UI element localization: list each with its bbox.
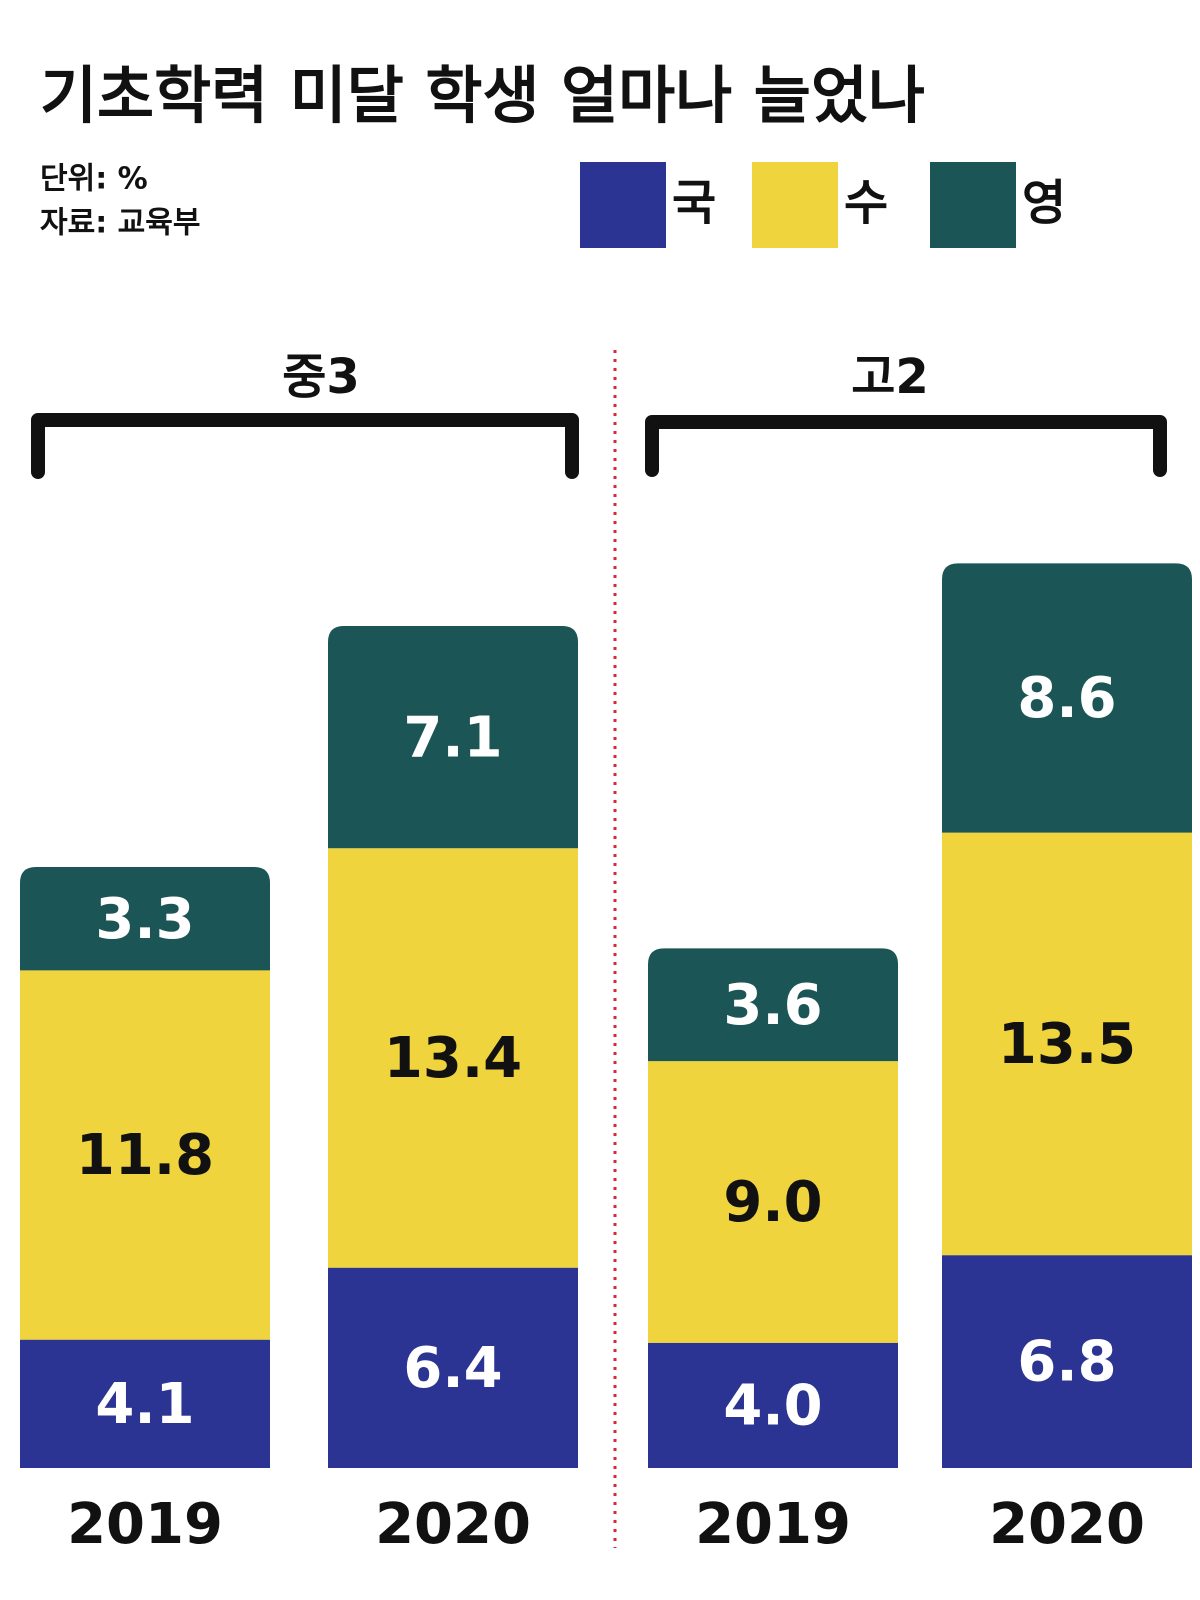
bar-segment [20, 867, 270, 971]
legend-label: 국 [672, 175, 716, 231]
value-label: 13.5 [998, 1012, 1136, 1077]
legend-label: 수 [844, 175, 888, 231]
x-tick-label: 2019 [67, 1492, 223, 1557]
group-label: 중3 [282, 349, 360, 405]
bar-segment [328, 1267, 578, 1468]
value-label: 6.8 [1017, 1330, 1116, 1395]
bar-segment [648, 1342, 898, 1468]
bar-segment [648, 948, 898, 1062]
value-label: 13.4 [384, 1026, 522, 1091]
value-label: 4.0 [723, 1374, 822, 1439]
value-label: 11.8 [76, 1123, 214, 1188]
bar-segment [942, 832, 1192, 1256]
value-label: 4.1 [95, 1372, 194, 1437]
value-label: 9.0 [723, 1170, 822, 1235]
legend-swatch [580, 162, 666, 248]
bar-segment [328, 848, 578, 1268]
group-label: 고2 [851, 349, 929, 405]
bar-segment [20, 1339, 270, 1468]
bar-segment [648, 1061, 898, 1343]
source-note: 자료: 교육부 [40, 206, 200, 241]
bar-segment [942, 1255, 1192, 1468]
unit-note: 단위: % [40, 162, 148, 197]
x-tick-label: 2020 [375, 1492, 531, 1557]
value-label: 7.1 [403, 705, 502, 770]
bar-segment [942, 563, 1192, 833]
legend-label: 영 [1022, 175, 1066, 231]
bar-segment [20, 970, 270, 1340]
bar-segment [328, 626, 578, 849]
group-bracket [31, 413, 579, 479]
legend-swatch [930, 162, 1016, 248]
x-tick-label: 2020 [989, 1492, 1145, 1557]
value-label: 6.4 [403, 1336, 502, 1401]
group-bracket [645, 415, 1167, 477]
value-label: 3.3 [95, 887, 194, 952]
value-label: 3.6 [723, 973, 822, 1038]
value-label: 8.6 [1017, 666, 1116, 731]
x-tick-label: 2019 [695, 1492, 851, 1557]
chart-title: 기초학력 미달 학생 얼마나 늘었나 [40, 59, 925, 132]
legend-swatch [752, 162, 838, 248]
